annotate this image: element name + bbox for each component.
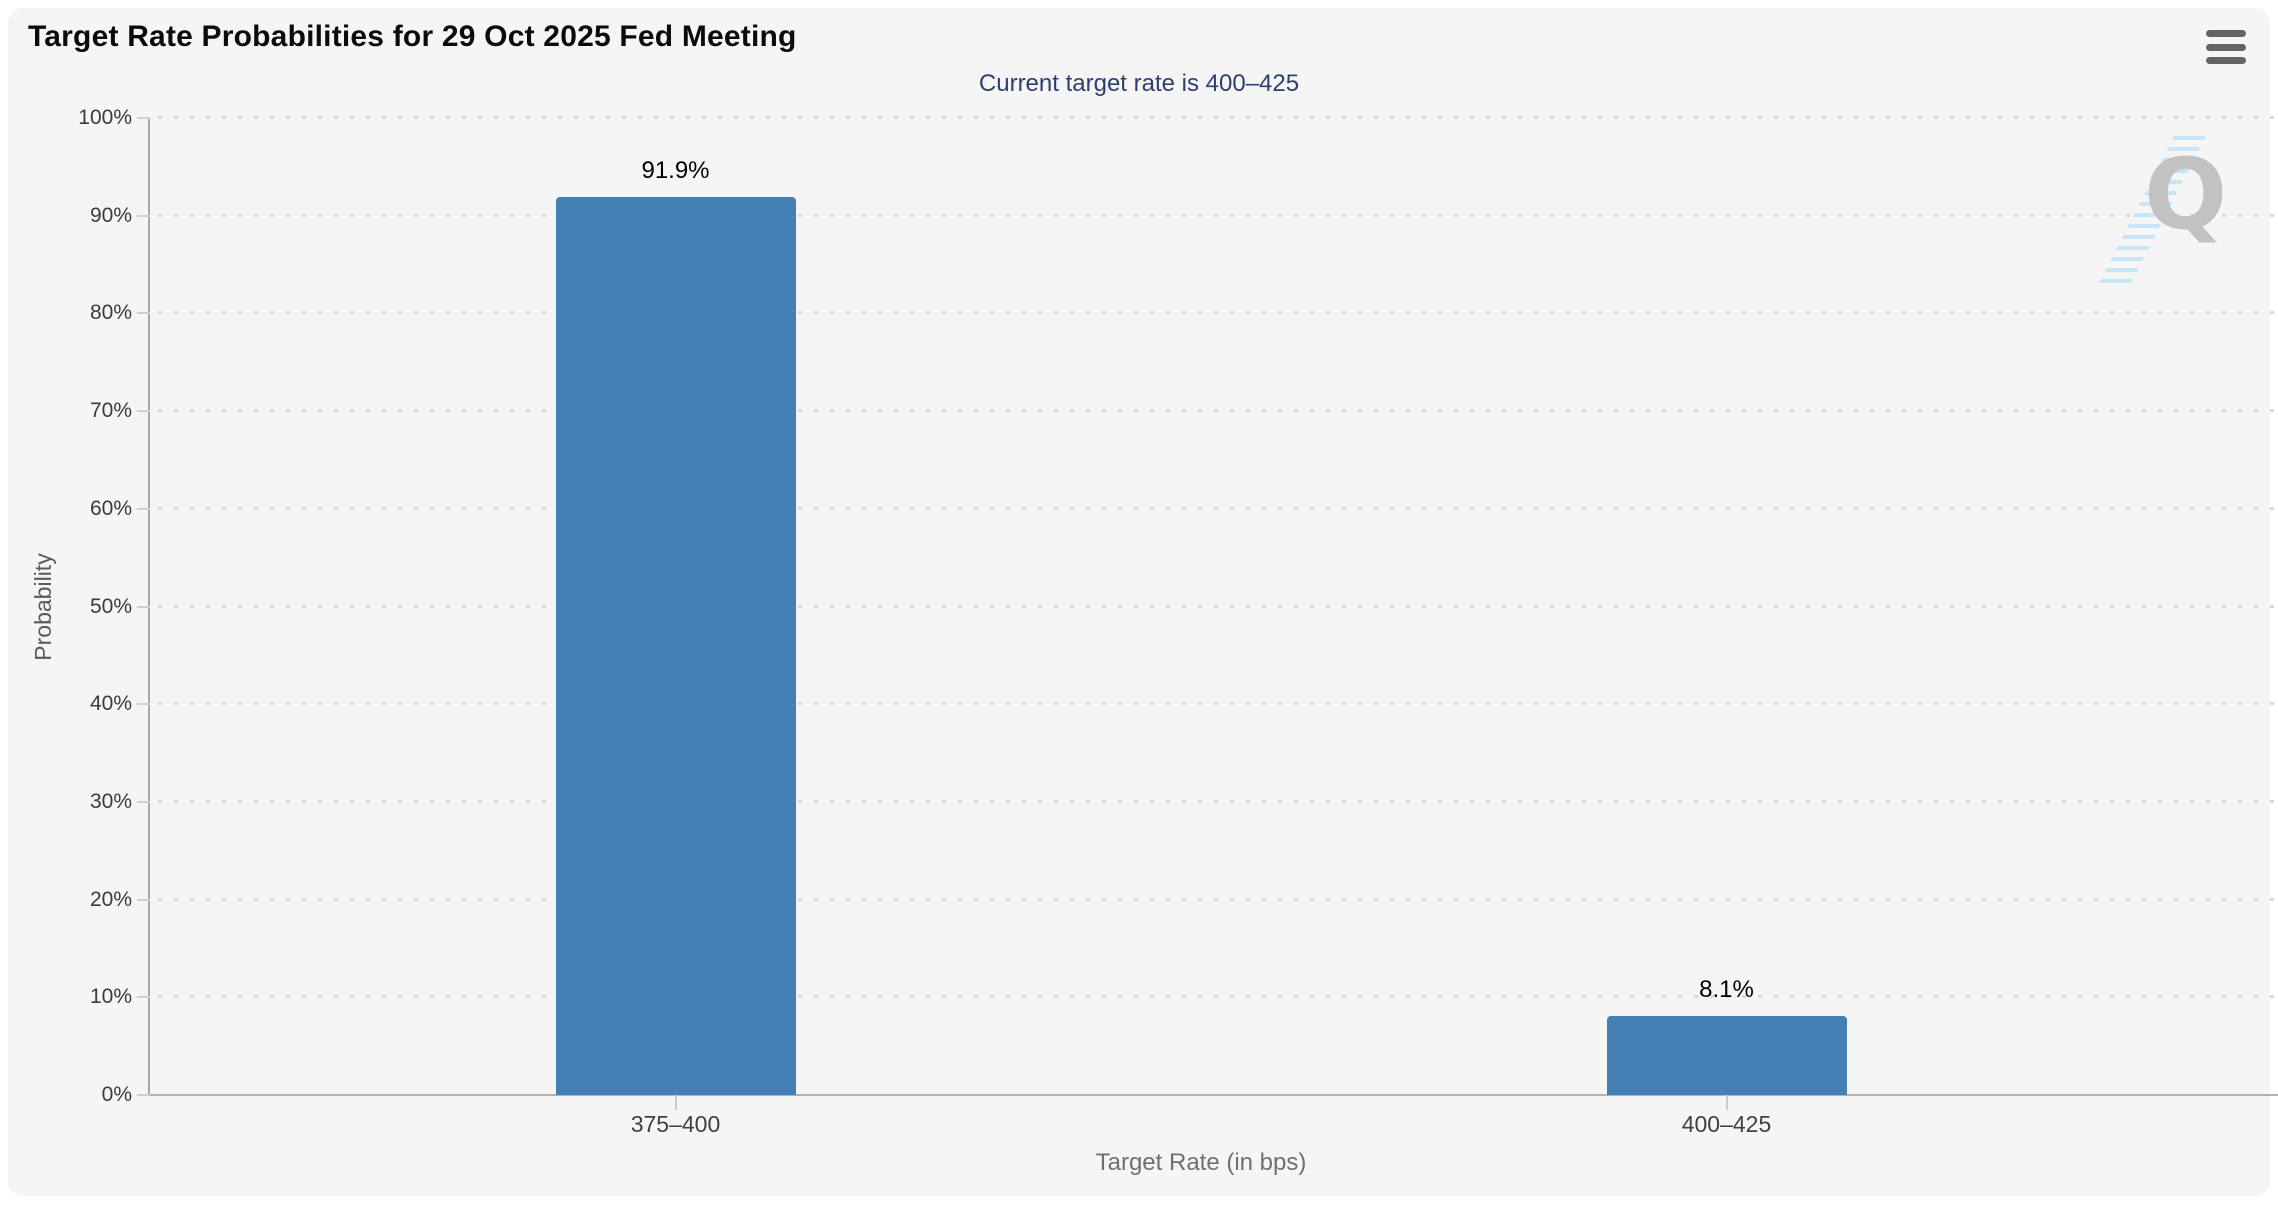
y-axis-tick (137, 703, 150, 706)
y-axis-tick-label: 30% (89, 789, 132, 813)
x-axis-title: Target Rate (in bps) (1095, 1149, 1307, 1176)
y-axis-title: Probability (30, 553, 56, 661)
chart-subtitle: Current target rate is 400–425 (978, 70, 1300, 97)
gridline (158, 311, 2278, 315)
gridline (158, 897, 2278, 901)
y-axis-tick (137, 800, 150, 803)
x-category-label: 375–400 (630, 1111, 721, 1137)
gridline (158, 799, 2278, 803)
gridline (158, 116, 2278, 119)
gridline (158, 409, 2278, 413)
y-axis-tick-label: 10% (89, 985, 132, 1009)
y-axis-tick (137, 312, 150, 315)
hamburger-icon (2206, 57, 2246, 64)
y-axis-tick-label: 0% (101, 1083, 132, 1106)
gridline (158, 506, 2278, 510)
hamburger-icon (2206, 30, 2246, 37)
y-axis-tick (137, 507, 150, 510)
y-axis-tick-label: 70% (89, 399, 132, 423)
y-axis-tick (137, 898, 150, 901)
gridline (158, 604, 2278, 608)
hamburger-icon (2206, 43, 2246, 51)
y-axis-tick-label: 60% (89, 496, 132, 520)
gridline (158, 702, 2278, 706)
y-axis-tick (137, 996, 150, 999)
chart-title: Target Rate Probabilities for 29 Oct 202… (28, 20, 797, 53)
y-axis-tick-label: 80% (89, 301, 132, 325)
y-axis-tick (137, 605, 150, 608)
y-axis-tick-label: 90% (89, 203, 132, 227)
x-axis-tick (674, 1095, 677, 1110)
bar-value-label: 91.9% (641, 157, 710, 185)
bar[interactable] (555, 197, 796, 1095)
y-axis-tick (137, 214, 150, 217)
x-axis-line (148, 1094, 2278, 1096)
y-axis-tick-label: 100% (78, 106, 132, 129)
bar-value-label: 8.1% (1699, 975, 1754, 1003)
y-axis-tick-label: 50% (89, 594, 132, 618)
gridline (158, 995, 2278, 999)
chart-panel: Target Rate Probabilities for 29 Oct 202… (8, 8, 2278, 1196)
plot-area: Target Rate (in bps) 0% 10% 20% 30% 40% 50% 60… (78, 106, 2278, 1176)
x-category-label: 400–425 (1681, 1111, 1772, 1137)
y-axis-tick-label: 40% (89, 692, 132, 716)
x-axis-tick (1725, 1095, 1728, 1110)
chart-menu-button[interactable] (2206, 30, 2246, 64)
bar[interactable] (1606, 1015, 1847, 1095)
y-axis-tick-label: 20% (89, 887, 132, 911)
gridline (158, 213, 2278, 217)
y-axis-tick (137, 1094, 150, 1096)
y-axis-tick (137, 410, 150, 413)
y-axis-tick (137, 117, 150, 119)
